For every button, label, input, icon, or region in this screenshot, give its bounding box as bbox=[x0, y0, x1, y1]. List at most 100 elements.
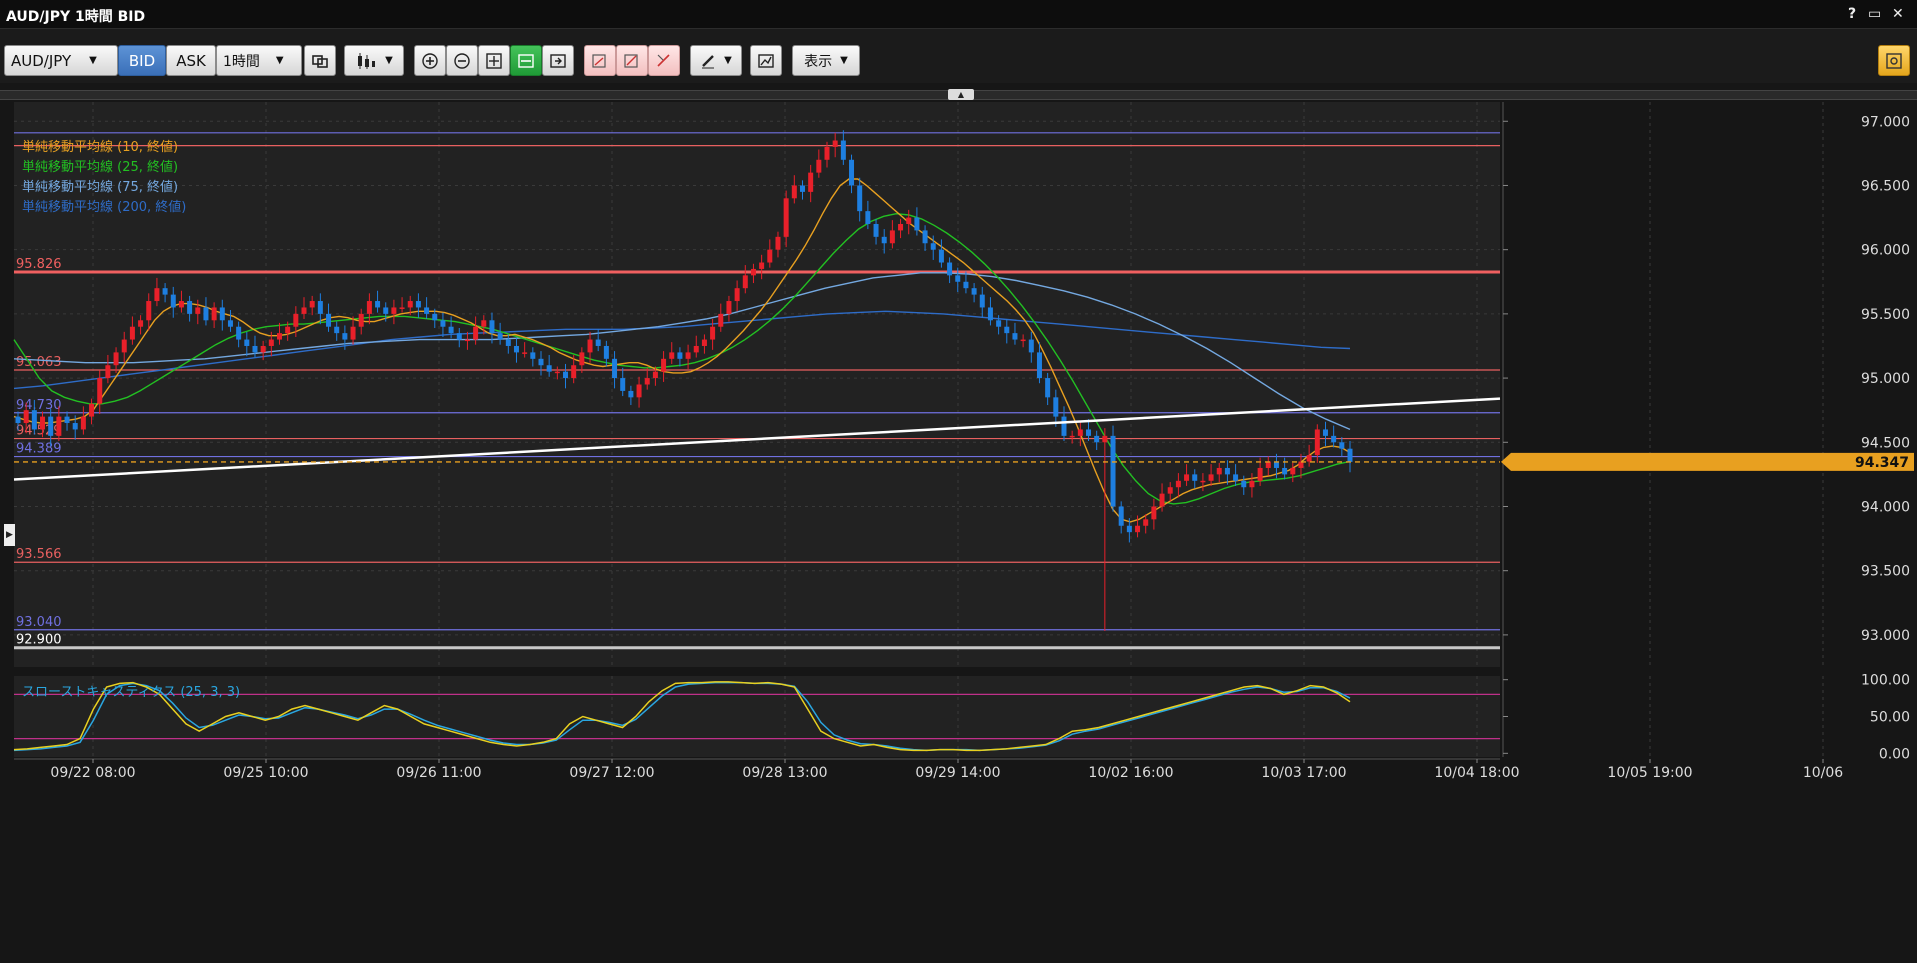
link-chart-button[interactable] bbox=[304, 45, 336, 76]
candle-body bbox=[759, 262, 765, 269]
pen-tool-select[interactable]: ▼ bbox=[690, 45, 742, 76]
candle-body bbox=[595, 339, 601, 346]
candle-body bbox=[56, 416, 62, 436]
x-tick-label: 09/26 11:00 bbox=[396, 765, 481, 781]
indicator-button[interactable] bbox=[750, 45, 782, 76]
candle-body bbox=[293, 313, 299, 327]
title-bar: AUD/JPY 1時間 BID ? ▭ ✕ bbox=[0, 0, 1917, 29]
candle-body bbox=[358, 313, 364, 327]
chevron-down-icon: ▼ bbox=[724, 55, 732, 66]
candle-body bbox=[996, 320, 1002, 327]
display-menu-button[interactable]: 表示 ▼ bbox=[792, 45, 860, 76]
candle-body bbox=[301, 307, 307, 314]
candle-body bbox=[121, 339, 127, 353]
candle-body bbox=[244, 339, 250, 346]
symbol-select[interactable]: AUD/JPY ▼ bbox=[4, 45, 118, 76]
stochastic-tick-label: 50.00 bbox=[1870, 710, 1910, 726]
candle-body bbox=[734, 288, 740, 302]
fit-width-button[interactable] bbox=[510, 45, 542, 76]
candlestick-icon bbox=[358, 52, 376, 69]
candle-body bbox=[1249, 480, 1255, 488]
zoom-in-button[interactable] bbox=[414, 45, 446, 76]
candle-body bbox=[799, 185, 805, 192]
candle-body bbox=[1298, 461, 1304, 468]
candle-body bbox=[1208, 474, 1214, 481]
candle-body bbox=[366, 301, 372, 314]
candle-body bbox=[481, 320, 487, 327]
candle-body bbox=[898, 223, 904, 231]
stochastic-d-line bbox=[13, 681, 1351, 752]
candle-body bbox=[644, 378, 650, 385]
trendline[interactable] bbox=[13, 397, 1501, 481]
help-icon[interactable]: ? bbox=[1848, 6, 1857, 22]
ask-button[interactable]: ASK bbox=[166, 45, 216, 76]
candle-body bbox=[1265, 461, 1271, 468]
pen-icon bbox=[702, 54, 715, 68]
candle-body bbox=[538, 358, 544, 366]
zoom-out-button[interactable] bbox=[446, 45, 478, 76]
candle-body bbox=[285, 326, 291, 334]
candle-body bbox=[1200, 480, 1206, 483]
chart-svg[interactable]: 95.826 95.063 94.730 94.529 94.389 93.566 93.0… bbox=[0, 100, 1917, 959]
candle-body bbox=[685, 352, 691, 359]
close-icon[interactable]: ✕ bbox=[1892, 6, 1904, 22]
fit-width-icon bbox=[518, 53, 534, 68]
candle-body bbox=[448, 326, 454, 334]
ma10-line bbox=[13, 178, 1351, 523]
candle-body bbox=[922, 230, 928, 244]
candle-body bbox=[1241, 480, 1247, 488]
legend-entry: 単純移動平均線 (25, 終値) bbox=[22, 159, 178, 175]
crosshair-button[interactable] bbox=[478, 45, 510, 76]
candle-body bbox=[424, 307, 430, 314]
stochastic-label: スローストキャスティクス (25, 3, 3) bbox=[22, 685, 240, 700]
candle-body bbox=[407, 301, 413, 308]
delete-drawing-button[interactable] bbox=[648, 45, 680, 76]
candle-body bbox=[236, 326, 242, 340]
candle-body bbox=[1331, 435, 1337, 443]
candle-body bbox=[1126, 525, 1132, 533]
collapse-handle[interactable]: ▲ bbox=[948, 89, 974, 100]
candle-body bbox=[930, 243, 936, 250]
candle-body bbox=[587, 339, 593, 353]
candle-body bbox=[375, 301, 381, 308]
candle-body bbox=[677, 352, 683, 359]
candle-body bbox=[505, 339, 511, 346]
candle-body bbox=[987, 307, 993, 321]
candle-body bbox=[612, 358, 618, 379]
horizontal-line-label: 94.529 bbox=[16, 424, 62, 439]
candle-body bbox=[669, 352, 675, 359]
bid-button[interactable]: BID bbox=[118, 45, 166, 76]
x-tick-label: 10/02 16:00 bbox=[1088, 765, 1173, 781]
candle-body bbox=[1151, 506, 1157, 520]
candle-body bbox=[129, 326, 135, 340]
candle-body bbox=[64, 416, 70, 424]
expand-button[interactable] bbox=[1878, 45, 1910, 76]
candle-body bbox=[710, 326, 716, 340]
scroll-latest-button[interactable] bbox=[542, 45, 574, 76]
candle-body bbox=[1004, 326, 1010, 334]
candle-body bbox=[1020, 339, 1026, 342]
timeframe-select[interactable]: 1時間 ▼ bbox=[216, 45, 302, 76]
candle-body bbox=[849, 159, 855, 186]
candle-body bbox=[701, 339, 707, 346]
candle-body bbox=[350, 326, 356, 340]
candle-body bbox=[1118, 506, 1124, 526]
candle-body bbox=[775, 236, 781, 250]
candle-body bbox=[1184, 474, 1190, 481]
legend-entry: 単純移動平均線 (10, 終値) bbox=[22, 139, 178, 155]
chevron-down-icon: ▼ bbox=[385, 55, 393, 66]
edit-drawing-button[interactable] bbox=[616, 45, 648, 76]
chart-type-select[interactable]: ▼ bbox=[344, 45, 404, 76]
y-tick-label: 93.500 bbox=[1861, 564, 1910, 580]
candle-body bbox=[767, 249, 773, 263]
x-tick-label: 09/29 14:00 bbox=[915, 765, 1000, 781]
candle-body bbox=[40, 416, 46, 430]
sidebar-toggle[interactable]: ▶ bbox=[4, 524, 15, 546]
candle-body bbox=[456, 333, 462, 340]
candle-body bbox=[791, 185, 797, 199]
candle-body bbox=[1290, 467, 1296, 475]
add-drawing-button[interactable] bbox=[584, 45, 616, 76]
candle-body bbox=[383, 307, 389, 314]
maximize-icon[interactable]: ▭ bbox=[1868, 6, 1882, 22]
candle-body bbox=[260, 345, 266, 353]
